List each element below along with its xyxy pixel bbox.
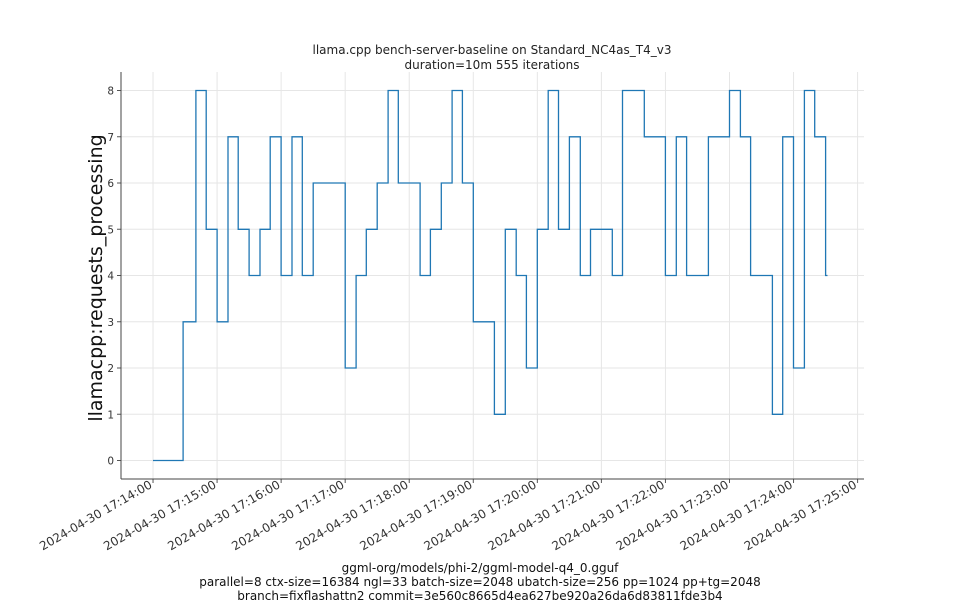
x-tick-label: 2024-04-30 17:18:00 [293, 477, 410, 553]
y-tick-label: 8 [107, 86, 114, 98]
y-tick-label: 5 [107, 224, 114, 236]
x-tick-label: 2024-04-30 17:25:00 [742, 477, 859, 553]
y-tick-label: 6 [107, 178, 114, 190]
x-tick-label: 2024-04-30 17:17:00 [229, 477, 346, 553]
x-tick-label: 2024-04-30 17:20:00 [421, 477, 538, 553]
y-tick-label: 3 [107, 317, 114, 329]
x-tick-label: 2024-04-30 17:23:00 [614, 477, 731, 553]
chart-title: llama.cpp bench-server-baseline on Stand… [313, 43, 672, 72]
series-layer [153, 89, 828, 462]
x-tick-label: 2024-04-30 17:19:00 [357, 477, 474, 553]
y-tick-label: 2 [107, 363, 114, 375]
chart-subtitle-line: duration=10m 555 iterations [405, 58, 580, 72]
y-tick-label: 1 [107, 409, 114, 421]
chart-title-line: llama.cpp bench-server-baseline on Stand… [313, 43, 672, 57]
series-line [153, 89, 828, 462]
x-tick-label: 2024-04-30 17:16:00 [165, 477, 282, 553]
x-tick-label: 2024-04-30 17:21:00 [486, 477, 603, 553]
chart: llama.cpp bench-server-baseline on Stand… [37, 43, 864, 553]
y-tick-label: 0 [107, 456, 114, 468]
axes [117, 72, 864, 483]
x-tick-label: 2024-04-30 17:15:00 [101, 477, 218, 553]
y-tick-label: 7 [107, 132, 114, 144]
bench-params: parallel=8 ctx-size=16384 ngl=33 batch-s… [199, 575, 761, 589]
x-tick-label: 2024-04-30 17:14:00 [37, 477, 154, 553]
x-tick-label: 2024-04-30 17:22:00 [550, 477, 667, 553]
model-path: ggml-org/models/phi-2/ggml-model-q4_0.gg… [341, 561, 619, 575]
y-tick-label: 4 [107, 271, 114, 283]
x-tick-label: 2024-04-30 17:24:00 [678, 477, 795, 553]
y-tick-labels: 0 1 2 3 4 5 6 7 8 [107, 86, 114, 468]
y-axis-label: llamacpp:requests_processing [85, 134, 107, 421]
x-axis-label: ggml-org/models/phi-2/ggml-model-q4_0.gg… [0, 561, 960, 603]
branch-commit: branch=fixflashattn2 commit=3e560c8665d4… [237, 589, 723, 603]
